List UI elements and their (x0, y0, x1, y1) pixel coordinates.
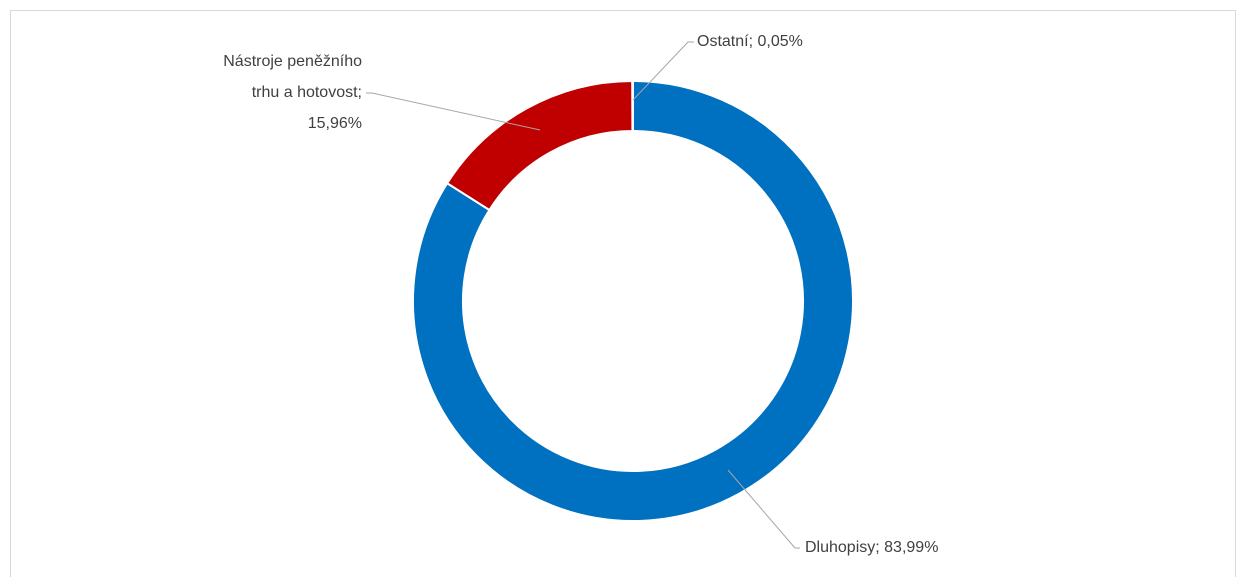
data-label: Nástroje peněžního trhu a hotovost; 15,96% (223, 53, 362, 132)
data-label-line: 15,96% (308, 115, 362, 132)
data-label: Dluhopisy; 83,99% (805, 539, 938, 556)
data-label-line: trhu a hotovost; (252, 84, 362, 101)
data-label-line: Dluhopisy; 83,99% (805, 539, 938, 556)
leader-line (366, 92, 541, 131)
leader-line (727, 469, 800, 549)
data-label-line: Nástroje peněžního (223, 53, 362, 70)
donut-slice (631, 79, 634, 133)
donut-slice (412, 79, 854, 522)
data-label: Ostatní; 0,05% (697, 33, 803, 50)
leader-line (632, 41, 694, 101)
data-label-line: Ostatní; 0,05% (697, 33, 803, 50)
